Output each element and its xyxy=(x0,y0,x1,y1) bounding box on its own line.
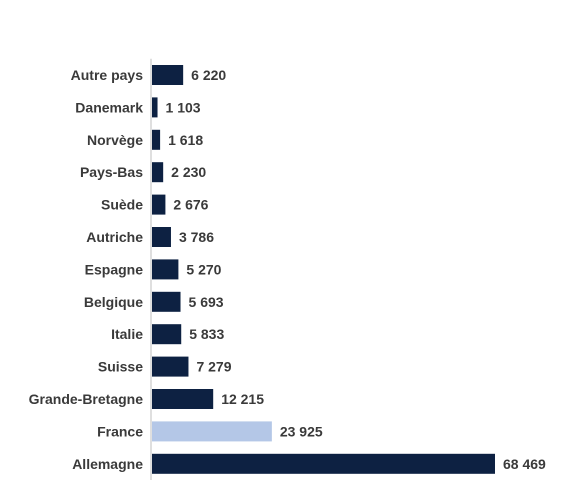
value-label-autre-pays: 6 220 xyxy=(191,67,226,83)
category-label-suede: Suède xyxy=(101,197,143,213)
value-label-danemark: 1 103 xyxy=(166,99,201,115)
bar-pays-bas xyxy=(152,162,164,183)
value-label-pays-bas: 2 230 xyxy=(171,164,206,180)
value-label-norvege: 1 618 xyxy=(168,132,203,148)
category-label-danemark: Danemark xyxy=(75,99,143,115)
bar-allemagne xyxy=(152,453,495,474)
category-label-france: France xyxy=(97,423,143,439)
category-label-belgique: Belgique xyxy=(84,294,143,310)
value-label-suede: 2 676 xyxy=(173,197,208,213)
category-label-norvege: Norvège xyxy=(87,132,143,148)
value-label-france: 23 925 xyxy=(280,423,323,439)
bar-autriche xyxy=(152,227,171,247)
bar-danemark xyxy=(152,97,158,118)
bar-autre-pays xyxy=(152,65,184,85)
category-label-espagne: Espagne xyxy=(85,261,144,277)
bar-grande-bretagne xyxy=(152,389,214,409)
value-label-grande-bretagne: 12 215 xyxy=(221,391,264,407)
value-label-espagne: 5 270 xyxy=(186,261,221,277)
category-label-grande-bretagne: Grande-Bretagne xyxy=(29,391,144,407)
value-label-allemagne: 68 469 xyxy=(503,456,546,472)
bar-france xyxy=(152,421,272,442)
bar-suede xyxy=(152,194,166,215)
category-label-autriche: Autriche xyxy=(86,229,143,245)
bar-belgique xyxy=(152,291,181,312)
value-label-belgique: 5 693 xyxy=(189,294,224,310)
category-label-pays-bas: Pays-Bas xyxy=(80,164,143,180)
category-label-italie: Italie xyxy=(111,326,143,342)
bar-espagne xyxy=(152,259,179,280)
category-label-autre-pays: Autre pays xyxy=(71,67,144,83)
category-label-allemagne: Allemagne xyxy=(72,456,143,472)
value-label-suisse: 7 279 xyxy=(196,359,231,375)
bar-suisse xyxy=(152,356,189,377)
bar-italie xyxy=(152,324,182,345)
bar-norvege xyxy=(152,129,161,150)
category-label-suisse: Suisse xyxy=(98,359,143,375)
value-label-italie: 5 833 xyxy=(189,326,224,342)
value-label-autriche: 3 786 xyxy=(179,229,214,245)
